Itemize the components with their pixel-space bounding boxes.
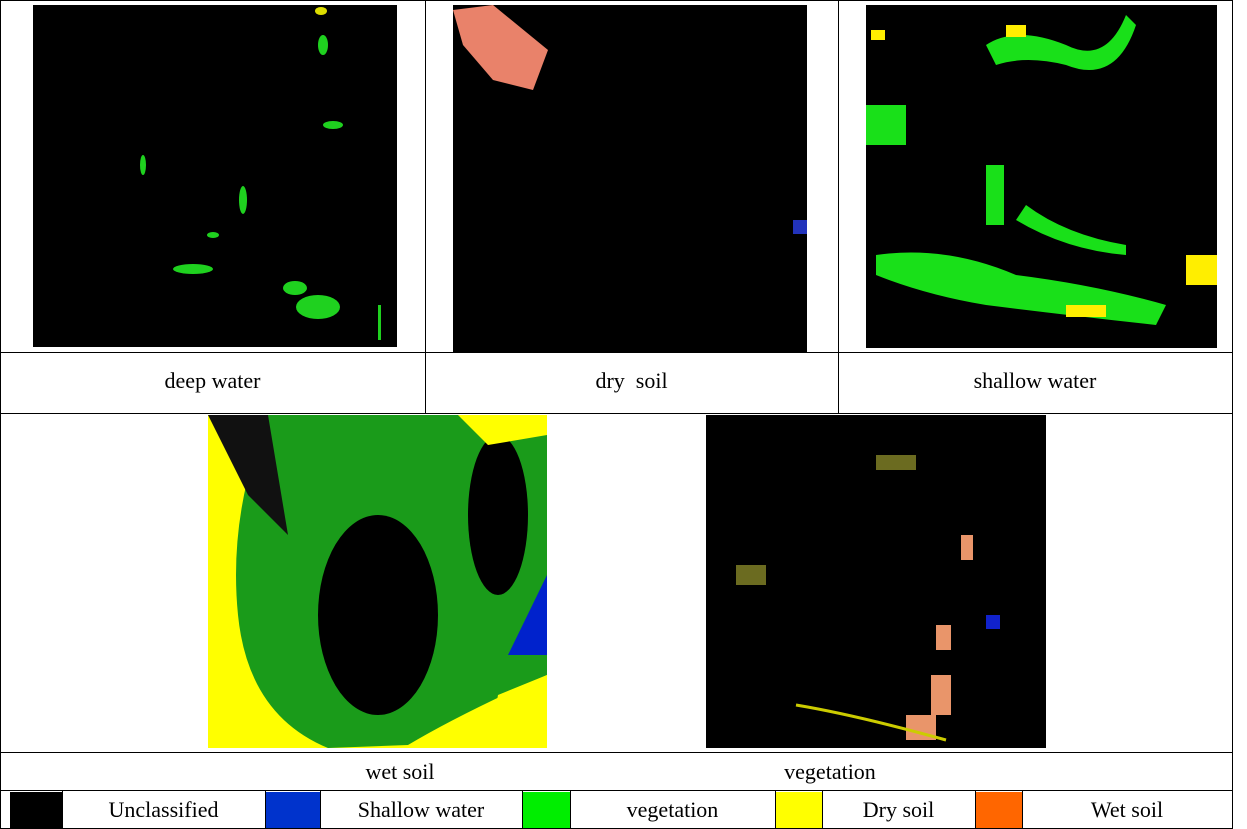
legend-swatch xyxy=(265,792,320,828)
border xyxy=(0,752,1232,753)
classification-image xyxy=(33,5,397,347)
legend-swatch xyxy=(775,792,822,828)
border xyxy=(0,0,1232,1)
legend-label: vegetation xyxy=(626,797,719,822)
classification-image xyxy=(866,5,1217,348)
legend-swatch xyxy=(10,792,62,828)
caption: vegetation xyxy=(784,759,876,784)
caption: wet soil xyxy=(365,759,435,784)
legend-swatch xyxy=(522,792,570,828)
border xyxy=(775,790,776,829)
border xyxy=(0,0,1,829)
legend-label: Unclassified xyxy=(108,797,219,822)
border xyxy=(570,790,571,829)
border xyxy=(838,0,839,413)
caption: deep water xyxy=(164,368,261,393)
caption: dry soil xyxy=(595,368,668,393)
border xyxy=(1232,0,1233,829)
classification-image xyxy=(453,5,807,352)
border xyxy=(320,790,321,829)
border xyxy=(265,790,266,829)
border xyxy=(425,0,426,413)
classification-image xyxy=(208,415,547,748)
border xyxy=(0,352,1232,353)
legend-swatch xyxy=(975,792,1022,828)
border xyxy=(0,790,1232,791)
legend-label: Dry soil xyxy=(862,797,935,822)
border xyxy=(1022,790,1023,829)
legend-label: Wet soil xyxy=(1090,797,1164,822)
classification-image xyxy=(706,415,1046,748)
border xyxy=(822,790,823,829)
caption: shallow water xyxy=(973,368,1097,393)
legend-label: Shallow water xyxy=(357,797,485,822)
border xyxy=(0,413,1232,414)
border xyxy=(62,790,63,829)
border xyxy=(522,790,523,829)
border xyxy=(975,790,976,829)
